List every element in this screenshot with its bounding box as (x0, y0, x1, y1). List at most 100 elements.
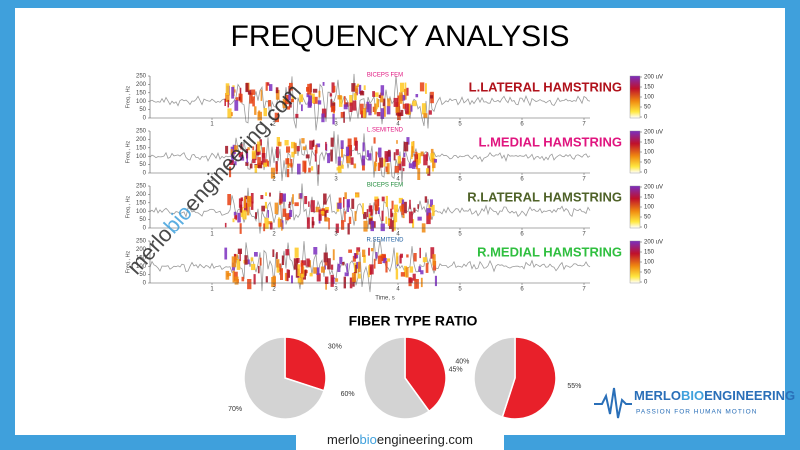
power-blob (260, 195, 264, 200)
power-blob (415, 94, 419, 98)
muscle-tag: BICEPS FEM (367, 73, 403, 79)
power-blob (225, 145, 229, 154)
x-tick-label: 4 (396, 177, 400, 183)
pie-slice (473, 336, 516, 418)
power-blob (405, 103, 409, 114)
colorbar-tick-label: 50 (644, 215, 651, 221)
y-tick-label: 150 (136, 90, 147, 96)
power-blob (397, 112, 402, 117)
power-blob (304, 196, 308, 205)
power-blob (398, 161, 402, 171)
power-blob (293, 142, 297, 154)
power-blob (346, 155, 351, 164)
power-blob (305, 154, 310, 159)
power-blob (227, 99, 229, 108)
power-blob (401, 157, 406, 167)
power-blob (276, 137, 280, 146)
colorbar-tick-label: 150 (644, 195, 655, 201)
power-blob (288, 201, 291, 205)
power-blob (251, 150, 256, 159)
power-blob (423, 113, 428, 118)
power-blob (419, 247, 421, 259)
pie-label: 45% (449, 367, 463, 374)
y-tick-label: 0 (143, 281, 147, 287)
power-blob (265, 192, 267, 196)
power-blob (330, 274, 334, 287)
power-blob (252, 146, 255, 151)
power-blob (225, 270, 230, 280)
y-tick-label: 100 (136, 154, 147, 160)
power-blob (306, 93, 310, 98)
power-blob (282, 98, 287, 109)
power-blob (246, 203, 250, 216)
power-blob (347, 223, 350, 235)
power-blob (254, 106, 257, 115)
power-blob (417, 204, 419, 209)
power-blob (314, 149, 317, 162)
power-blob (224, 247, 228, 260)
power-blob (354, 85, 358, 93)
power-blob (325, 207, 329, 211)
power-blob (349, 95, 353, 106)
power-blob (343, 104, 348, 110)
power-blob (297, 264, 300, 276)
power-blob (361, 155, 366, 166)
power-blob (426, 208, 431, 216)
x-tick-label: 2 (272, 232, 276, 238)
power-blob (372, 91, 375, 97)
power-blob (355, 140, 358, 151)
power-blob (382, 257, 387, 264)
muscle-label: L.MEDIAL HAMSTRING (479, 134, 622, 149)
power-blob (237, 212, 241, 223)
power-blob (244, 255, 248, 265)
power-blob (404, 201, 407, 214)
power-blob (403, 152, 406, 157)
power-blob (294, 247, 299, 258)
power-blob (425, 83, 427, 94)
power-blob (257, 265, 260, 274)
power-blob (395, 149, 399, 156)
power-blob (321, 108, 327, 118)
power-blob (341, 164, 344, 169)
power-blob (263, 162, 267, 168)
power-blob (373, 137, 376, 144)
muscle-tag: L.SEMITEND (367, 128, 404, 134)
power-blob (239, 249, 241, 262)
power-blob (346, 263, 349, 273)
power-blob (381, 253, 386, 258)
power-blob (413, 207, 416, 213)
power-blob (229, 160, 234, 165)
power-blob (416, 279, 419, 289)
power-blob (374, 196, 379, 202)
power-blob (412, 161, 416, 169)
y-axis-label: Freq., Hz (125, 195, 131, 218)
power-blob (227, 194, 231, 206)
power-blob (263, 223, 266, 232)
y-tick-label: 50 (139, 162, 146, 168)
power-blob (417, 160, 420, 165)
power-blob (307, 83, 312, 95)
power-blob (394, 204, 398, 212)
power-blob (257, 157, 261, 165)
power-blob (234, 100, 239, 111)
power-blob (417, 152, 421, 164)
power-blob (311, 221, 315, 226)
power-blob (354, 253, 357, 259)
power-blob (408, 278, 413, 283)
power-blob (398, 197, 403, 204)
colorbar-tick-label: 50 (644, 270, 651, 276)
power-blob (316, 273, 321, 282)
power-blob (343, 111, 345, 123)
footer-tab (296, 428, 504, 450)
power-blob (267, 160, 269, 167)
power-blob (432, 158, 436, 169)
power-blob (324, 265, 326, 270)
power-blob (396, 252, 399, 265)
power-blob (417, 216, 422, 221)
power-blob (379, 157, 384, 168)
power-blob (425, 263, 429, 273)
power-blob (261, 205, 265, 212)
power-blob (275, 89, 280, 100)
muscle-label: R.MEDIAL HAMSTRING (477, 244, 622, 259)
